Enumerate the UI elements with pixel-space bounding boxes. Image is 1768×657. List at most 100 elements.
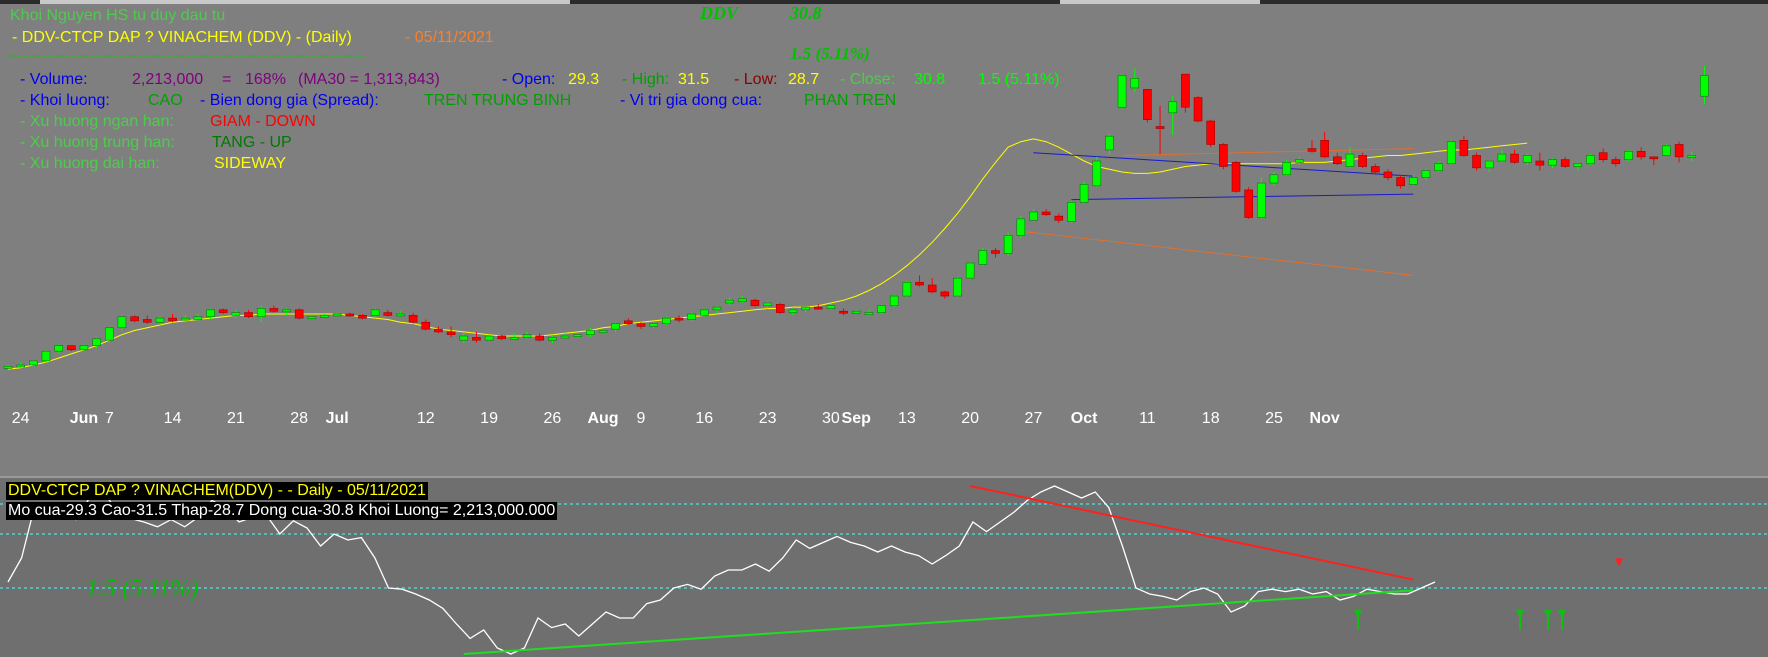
x-axis-tick-label: 7 xyxy=(105,410,114,427)
candle-body xyxy=(763,302,772,307)
candle-body xyxy=(92,338,101,346)
candle-body xyxy=(345,313,355,317)
candle-body xyxy=(1649,156,1659,160)
candle-body xyxy=(915,281,924,286)
ngan-han-label: - Xu huong ngan han: xyxy=(20,113,174,130)
candle-body xyxy=(813,306,823,310)
candle-body xyxy=(1079,184,1089,203)
candle-body xyxy=(1269,174,1279,184)
channel-outer-low-line xyxy=(1020,230,1414,276)
candle-body xyxy=(3,366,13,369)
window-top-bar xyxy=(0,0,1768,4)
price-big: 30.8 xyxy=(790,3,822,23)
candle-body xyxy=(206,309,215,318)
candle-body xyxy=(510,337,519,340)
candle-body xyxy=(877,305,886,313)
candle-body xyxy=(522,334,532,338)
candle-body xyxy=(396,313,405,317)
candle-body xyxy=(548,337,557,341)
spread-label: - Bien dong gia (Spread): xyxy=(200,92,379,109)
trung-han-label: - Xu huong trung han: xyxy=(20,134,175,151)
window-tab[interactable] xyxy=(1060,0,1260,4)
candle-body xyxy=(649,323,658,327)
open-value: 29.3 xyxy=(568,71,600,88)
indicator-trend-down-line xyxy=(969,485,1414,581)
indicator-ohlc: Mo cua-29.3 Cao-31.5 Thap-28.7 Dong cua-… xyxy=(6,502,558,520)
close-change: 1.5 (5.11%) xyxy=(978,71,1060,88)
candle-body xyxy=(1282,162,1291,176)
candle-body xyxy=(788,309,798,313)
candle-body xyxy=(1143,89,1152,120)
candle-body xyxy=(358,315,367,319)
candle-body xyxy=(712,306,722,311)
candle-body xyxy=(1333,156,1342,165)
candle-body xyxy=(1295,159,1304,163)
change-big: 1.5 (5.11%) xyxy=(790,44,870,63)
x-axis-tick-label: 30 xyxy=(822,410,840,427)
indicator-panel: DDV-CTCP DAP ? VINACHEM(DDV) - - Daily -… xyxy=(0,476,1768,657)
candle-body xyxy=(256,308,266,318)
candle-body xyxy=(446,331,456,335)
chart-date: - 05/11/2021 xyxy=(405,29,494,46)
candle-body xyxy=(1041,211,1051,216)
candle-body xyxy=(1586,155,1595,165)
candle-body xyxy=(1193,97,1203,122)
candle-body xyxy=(79,345,89,351)
volume-value: 2,213,000 xyxy=(132,71,204,88)
candle-body xyxy=(839,310,848,314)
candle-body xyxy=(294,309,304,319)
window-tab[interactable] xyxy=(40,0,570,4)
candle-body xyxy=(1117,75,1127,108)
x-axis-tick-label: 11 xyxy=(1139,410,1156,427)
x-axis-tick-label: 23 xyxy=(759,410,777,427)
candle-body xyxy=(332,313,342,317)
candle-body xyxy=(421,321,431,330)
x-axis-tick-label: 13 xyxy=(898,410,916,427)
candle-body xyxy=(1484,160,1494,169)
x-axis-tick-label: 26 xyxy=(543,410,561,427)
dai-han-label: - Xu huong dai han: xyxy=(20,155,160,172)
candle-body xyxy=(54,345,63,352)
candle-body xyxy=(1003,235,1013,254)
volume-ma: (MA30 = 1,313,843) xyxy=(298,71,440,88)
indicator-trend-up-line xyxy=(463,589,1414,655)
x-axis-tick-label: 27 xyxy=(1025,410,1043,427)
candle-body xyxy=(1383,171,1393,178)
candle-body xyxy=(155,317,165,323)
candle-body xyxy=(775,304,785,313)
candle-body xyxy=(699,309,709,316)
candle-body xyxy=(104,327,114,341)
x-axis-tick-label: 14 xyxy=(164,410,182,427)
candle-body xyxy=(1687,155,1697,158)
candle-body xyxy=(1181,73,1190,108)
candle-body xyxy=(1054,215,1064,221)
candle-body xyxy=(598,330,608,333)
candle-body xyxy=(1522,155,1532,163)
brand-label: Khoi Nguyen HS tu duy dau tu xyxy=(10,7,226,24)
candle-body xyxy=(320,315,329,318)
candle-body xyxy=(282,309,291,313)
candle-body xyxy=(383,312,393,316)
candle-body xyxy=(1421,170,1431,178)
x-axis-tick-label: 16 xyxy=(695,410,713,427)
candle-body xyxy=(801,306,810,311)
candle-body xyxy=(1244,189,1253,218)
candle-body xyxy=(1560,159,1570,167)
x-axis-tick-label: 25 xyxy=(1265,410,1283,427)
candle-body xyxy=(231,312,241,316)
low-label: - Low: xyxy=(734,71,778,88)
ngan-han-value: GIAM - DOWN xyxy=(210,113,316,130)
x-axis-tick-label: 24 xyxy=(12,410,30,427)
candle-body xyxy=(573,334,583,337)
vi-tri-value: PHAN TREN xyxy=(804,92,897,109)
x-axis-tick-label: Jun xyxy=(70,410,98,427)
candle-body xyxy=(636,323,646,327)
candle-body xyxy=(1624,151,1633,160)
candle-body xyxy=(67,345,76,351)
sell-arrow-icon xyxy=(1615,558,1623,567)
indicator-change-label: 1.5 (5.11%) xyxy=(86,576,199,602)
close-label: - Close: xyxy=(840,71,896,88)
price-chart-panel: 24 Jun 7 14 21 28 Jul 12 19 26 Aug 9 16 23 30 Sep 13 20 27… xyxy=(0,4,1768,476)
channel-inner-line xyxy=(1122,148,1414,156)
candle-body xyxy=(851,310,861,314)
